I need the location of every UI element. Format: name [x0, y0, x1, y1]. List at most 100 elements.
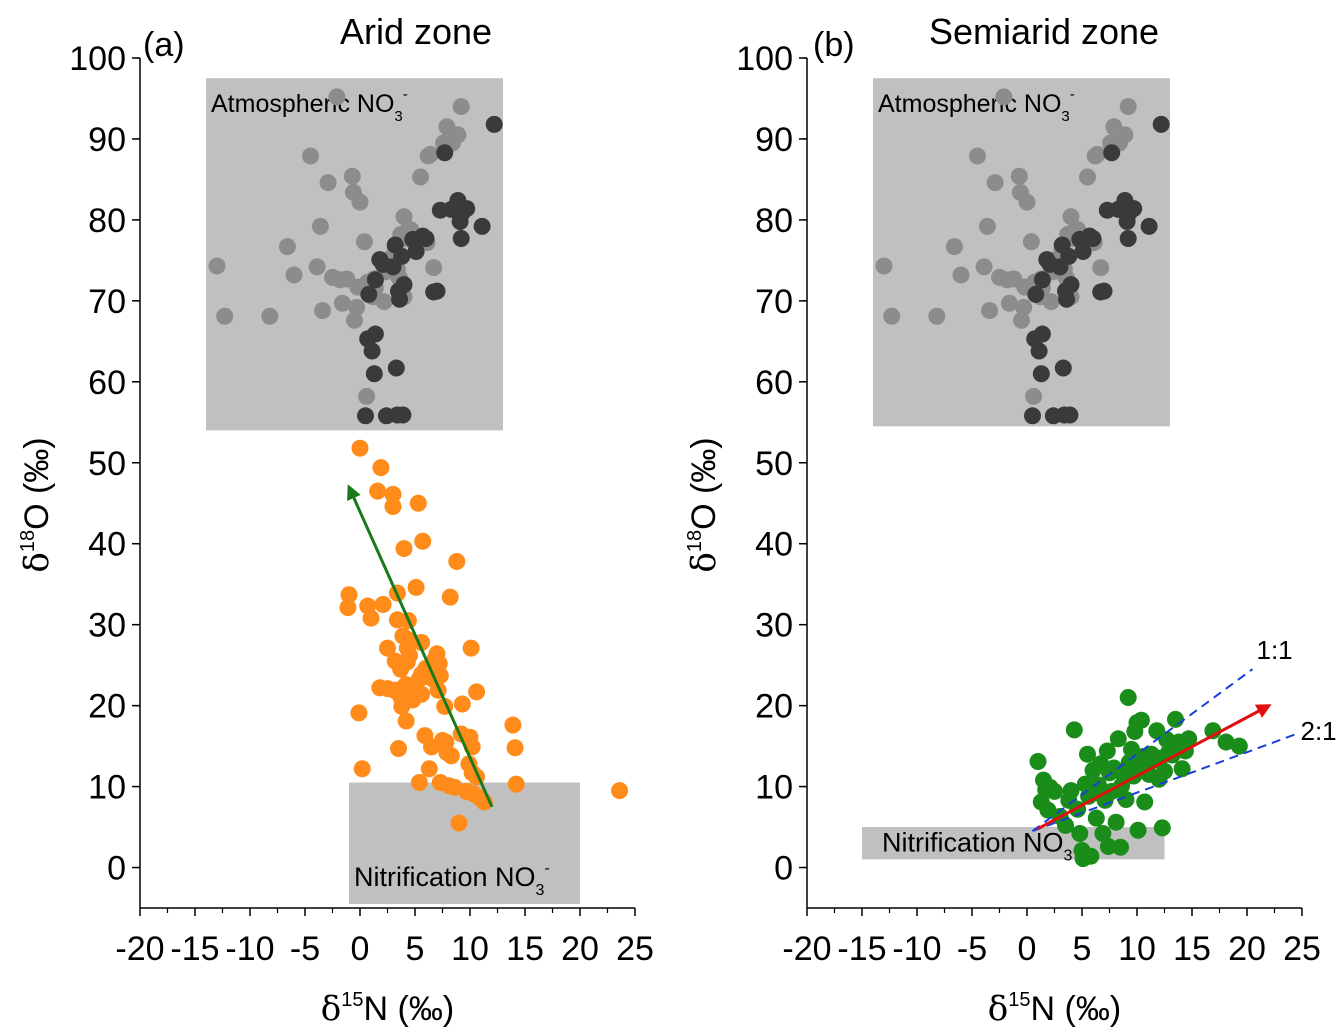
panel-a-point-s3-43 [413, 685, 431, 703]
panel-a-point-s2-18 [394, 406, 412, 424]
panel-a-point-s3-4 [351, 439, 369, 457]
panel-a-point-s3-48 [420, 760, 438, 778]
panel-a-y-tick-label-100: 100 [69, 40, 126, 78]
panel-b-point-s3-12 [1065, 721, 1083, 739]
panel-b-point-s3-24 [1090, 776, 1107, 794]
panel-b-ref-line-label-2: 2:1 [1301, 716, 1337, 746]
panel-b-semiarid-zone: Atmospheric NO3- Nitrification NO3- 1:1 2:… [684, 11, 1337, 1029]
panel-b-point-s3-28 [1098, 742, 1116, 760]
panel-a-point-s2-13 [387, 359, 405, 377]
panel-a-point-s1-7 [308, 258, 326, 276]
panel-b-point-s1-17 [1013, 311, 1030, 329]
panel-b-point-s2-6 [1033, 325, 1051, 343]
panel-b-point-s2-21 [1074, 242, 1092, 260]
panel-b-point-s1-46 [1079, 168, 1096, 186]
panel-a-point-s2-31 [452, 230, 470, 248]
panel-b-point-s1-10 [986, 174, 1004, 192]
panel-a-point-s1-10 [319, 174, 337, 192]
panel-b-y-tick-label-90: 90 [755, 121, 793, 159]
panel-b-y-tick-label-40: 40 [755, 526, 793, 564]
panel-b-point-s3-34 [1109, 730, 1127, 748]
panel-a-point-s1-1 [208, 257, 226, 275]
panel-a-point-s1-17 [346, 311, 363, 329]
panel-b-point-s3-7 [1046, 782, 1063, 800]
panel-a-point-s1-39 [395, 208, 413, 226]
panel-b-letter: (b) [813, 26, 855, 64]
panel-b-point-s2-5 [1032, 365, 1050, 383]
panel-a-point-s3-3 [350, 704, 368, 722]
panel-b-point-s3-1 [1029, 752, 1047, 770]
panel-a-title: Arid zone [340, 11, 492, 52]
panel-a-point-s3-5 [353, 760, 371, 778]
panel-a-point-s3-69 [453, 695, 471, 713]
panel-b-point-s1-56 [1116, 126, 1134, 144]
panel-a-point-s3-84 [611, 782, 629, 800]
panel-a-point-s2-5 [365, 365, 383, 383]
panel-b-point-s2-18 [1061, 406, 1079, 424]
panel-b-point-s1-7 [975, 258, 993, 276]
panel-a-y-axis-label: δ18O (‰) [17, 437, 57, 572]
panel-a-point-s2-34 [473, 217, 491, 235]
panel-a-x-tick-label--15: -15 [170, 930, 219, 968]
panel-b-point-s3-45 [1129, 821, 1147, 839]
panel-b-point-s1-3 [928, 307, 946, 325]
panel-b-y-axis-label: δ18O (‰) [684, 437, 724, 572]
panel-a-point-s3-1 [339, 599, 357, 617]
panel-b-point-s2-33 [1125, 200, 1143, 218]
panel-a-point-s3-34 [401, 646, 418, 664]
panel-b-point-s1-29 [1042, 293, 1060, 311]
panel-b-point-s1-8 [978, 217, 996, 235]
panel-b-point-s1-20 [1018, 193, 1036, 211]
panel-b-point-s2-19 [1062, 276, 1080, 294]
panel-a-points [208, 88, 629, 832]
panel-a-x-tick-label-15: 15 [506, 930, 544, 968]
panel-a-point-s1-21 [355, 233, 373, 251]
panel-b-point-s3-38 [1117, 791, 1135, 809]
panel-a-point-s3-67 [450, 814, 468, 832]
panel-a-point-s3-64 [442, 747, 460, 765]
panel-b-y-tick-label-10: 10 [755, 769, 793, 807]
panel-b-point-s3-11 [1062, 782, 1080, 800]
panel-b-point-s1-1 [875, 257, 893, 275]
panel-a-point-s1-56 [449, 126, 467, 144]
panel-a-x-tick-label-25: 25 [616, 930, 654, 968]
panel-a-point-s1-58 [328, 88, 346, 106]
panel-b-point-s1-15 [1010, 167, 1028, 185]
panel-a-point-s3-8 [369, 482, 387, 500]
panel-a-point-s2-4 [363, 342, 381, 360]
panel-b-point-s3-18 [1079, 745, 1096, 763]
panel-a-point-s1-18 [348, 298, 366, 316]
panel-a-y-tick-label-20: 20 [88, 688, 126, 726]
panel-b-point-s2-23 [1084, 230, 1102, 248]
panel-b-ref-line-1 [1031, 668, 1254, 832]
panel-a-y-tick-label-90: 90 [88, 121, 126, 159]
panel-a-point-s1-2 [216, 307, 234, 325]
panel-b-point-s3-64 [1173, 760, 1191, 778]
panel-b-y-tick-label-50: 50 [755, 445, 793, 483]
panel-b-y-tick-label-60: 60 [755, 364, 793, 402]
panel-b-x-tick-label--15: -15 [837, 930, 886, 968]
panel-b-point-s3-39 [1119, 689, 1137, 707]
panel-a-point-s1-15 [343, 167, 361, 185]
panel-b-trend-arrow-1 [1037, 704, 1272, 830]
panel-a-point-s1-13 [333, 294, 351, 312]
panel-b-x-tick-label-25: 25 [1283, 930, 1321, 968]
panel-b-point-s2-16 [1058, 290, 1076, 308]
panel-b-point-s1-18 [1015, 298, 1033, 316]
panel-a-x-tick-label-5: 5 [406, 930, 425, 968]
panel-a-y-tick-label-30: 30 [88, 607, 126, 645]
panel-a-point-s3-28 [397, 712, 415, 730]
panel-a-y-tick-label-10: 10 [88, 769, 126, 807]
panel-a-point-s1-22 [358, 387, 376, 405]
panel-a-y-tick-label-80: 80 [88, 202, 126, 240]
panel-b-lines: 1:1 2:1 [1031, 635, 1337, 833]
panel-b-y-tick-label-30: 30 [755, 607, 793, 645]
panel-a-x-tick-label-10: 10 [451, 930, 489, 968]
panel-a-point-s1-5 [285, 266, 303, 284]
panel-b-point-s2-13 [1054, 359, 1072, 377]
panel-a-point-s1-20 [351, 193, 369, 211]
panel-b-x-tick-label-0: 0 [1018, 930, 1037, 968]
panel-a-point-s3-20 [390, 740, 407, 758]
